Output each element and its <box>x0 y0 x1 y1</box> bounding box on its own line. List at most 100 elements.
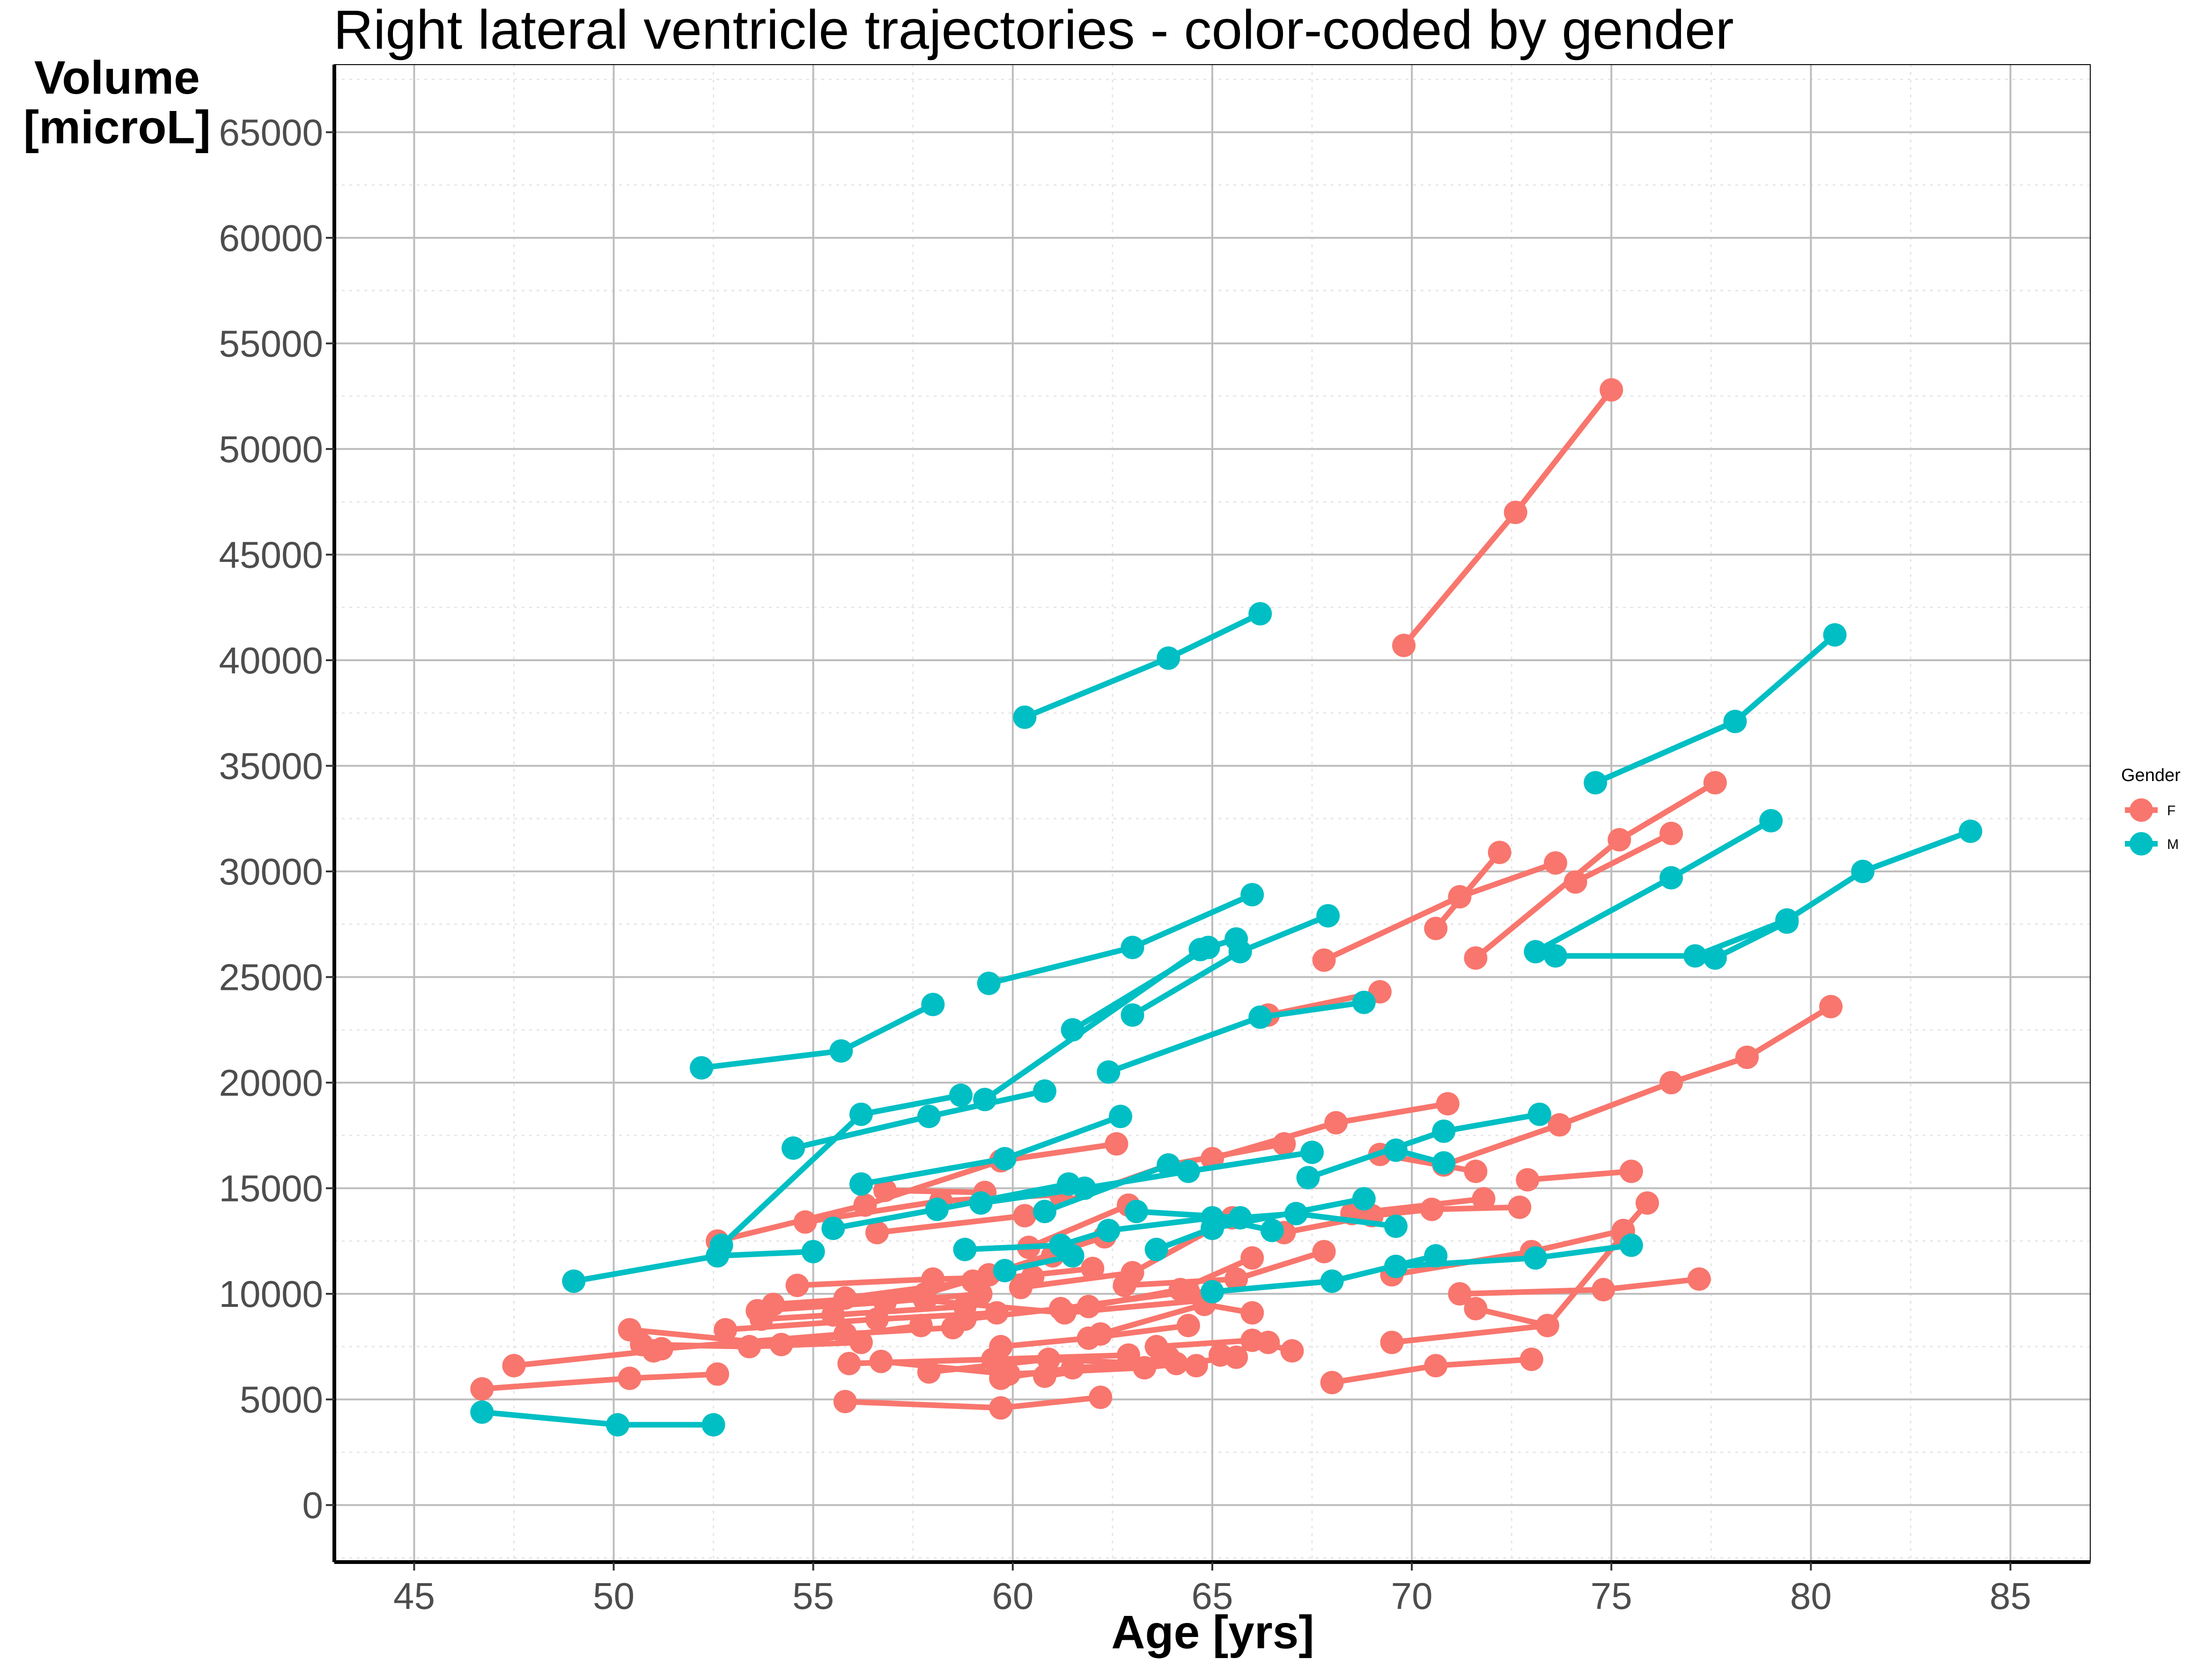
data-point-F <box>1033 1364 1057 1388</box>
data-point-M <box>1384 1254 1408 1278</box>
data-point-M <box>1316 904 1340 928</box>
data-point-F <box>1240 1301 1264 1325</box>
data-point-F <box>1392 634 1416 657</box>
data-point-M <box>849 1172 873 1196</box>
y-tick-label-25000: 25000 <box>219 957 323 998</box>
data-point-M <box>1959 819 1983 843</box>
x-tick-label-75: 75 <box>1591 1575 1632 1617</box>
data-point-M <box>1188 937 1212 961</box>
trajectory-line-F <box>1473 1305 1550 1328</box>
series-F-4 <box>1464 771 1727 970</box>
data-point-F <box>1472 1187 1496 1211</box>
data-point-F <box>1504 501 1527 524</box>
legend-label-M: M <box>2167 837 2179 852</box>
data-point-M <box>1584 771 1607 795</box>
data-point-F <box>989 1366 1013 1390</box>
data-point-F <box>1508 1195 1532 1219</box>
data-point-M <box>1723 709 1747 733</box>
series-F-39 <box>1089 1292 1264 1346</box>
series-M-63 <box>973 937 1212 1112</box>
y-tick-label-60000: 60000 <box>219 217 323 259</box>
data-point-M <box>1061 1244 1084 1268</box>
x-tick-label-70: 70 <box>1391 1575 1433 1617</box>
trajectory-line-F <box>1349 1196 1487 1217</box>
data-point-M <box>1320 1269 1344 1293</box>
tick-labels: 0 5000 10000 15000 20000 25000 30000 35000 40000… <box>219 111 2032 1617</box>
data-point-F <box>1516 1168 1540 1192</box>
data-point-M <box>849 1102 873 1126</box>
data-point-M <box>917 1105 941 1128</box>
data-point-M <box>1201 1217 1224 1240</box>
data-point-F <box>1184 1354 1208 1378</box>
x-tick-label-50: 50 <box>593 1575 634 1617</box>
data-point-M <box>1248 1005 1272 1029</box>
data-point-F <box>1105 1132 1128 1156</box>
data-point-F <box>913 1288 937 1312</box>
legend-label-F: F <box>2167 803 2175 818</box>
data-point-F <box>1703 771 1727 795</box>
y-tick-label-0: 0 <box>302 1484 324 1526</box>
series-M-54 <box>1703 910 1799 970</box>
data-point-M <box>1300 1140 1324 1164</box>
data-point-M <box>1527 1102 1551 1126</box>
legend-item-M: M <box>2125 832 2179 855</box>
trajectory-line-M <box>982 946 1203 1103</box>
data-point-F <box>1659 1071 1683 1095</box>
series-M-76 <box>470 1400 725 1437</box>
data-point-F <box>1735 1045 1759 1069</box>
series-M-72 <box>562 1239 825 1293</box>
series-M-70 <box>1296 1102 1551 1190</box>
y-tick-label-45000: 45000 <box>219 534 323 575</box>
data-point-F <box>1659 821 1683 845</box>
data-point-F <box>1448 1282 1472 1306</box>
data-point-M <box>562 1269 586 1293</box>
data-point-F <box>1013 1204 1037 1228</box>
major-gridlines <box>334 65 2090 1562</box>
trajectory-line-F <box>1433 849 1503 931</box>
series-M-51 <box>1584 623 1847 795</box>
series-M-69 <box>1144 1187 1376 1261</box>
data-point-M <box>701 1413 725 1437</box>
data-point-M <box>1384 1214 1408 1238</box>
legend-title: Gender <box>2121 766 2181 785</box>
chart-title: Right lateral ventricle trajectories - c… <box>333 0 1734 61</box>
data-point-F <box>1380 1330 1404 1354</box>
data-point-F <box>1535 1313 1559 1337</box>
data-point-F <box>1144 1335 1168 1358</box>
data-point-M <box>829 1039 853 1063</box>
data-point-F <box>989 1396 1013 1420</box>
data-point-F <box>833 1286 857 1310</box>
y-tick-label-5000: 5000 <box>240 1379 323 1421</box>
data-point-F <box>1424 916 1448 940</box>
y-tick-label-50000: 50000 <box>219 428 323 470</box>
data-point-M <box>993 1259 1017 1283</box>
series-F-22 <box>1320 1347 1543 1394</box>
series-M-59 <box>690 993 945 1080</box>
trajectory-line-M <box>1042 1162 1172 1215</box>
x-tick-label-45: 45 <box>393 1575 435 1617</box>
series-M-66 <box>1033 1153 1180 1224</box>
data-point-F <box>1488 841 1512 864</box>
series-M-57 <box>1121 904 1340 1027</box>
data-point-M <box>782 1136 805 1160</box>
data-point-M <box>969 1191 993 1215</box>
data-point-M <box>1125 1200 1149 1224</box>
series-F-19 <box>1448 1267 1711 1306</box>
data-point-M <box>1121 936 1144 959</box>
trajectory-line-F <box>1026 1202 1131 1250</box>
data-point-M <box>1121 1003 1144 1027</box>
series-M-55 <box>977 883 1264 995</box>
trajectory-line-F <box>511 1348 656 1369</box>
x-axis-label: Age [yrs] <box>1111 1606 1314 1659</box>
data-point-F <box>1081 1257 1105 1281</box>
data-point-M <box>1703 946 1727 970</box>
data-point-M <box>1384 1138 1408 1162</box>
data-point-F <box>833 1390 857 1414</box>
data-point-F <box>1312 1239 1336 1263</box>
data-point-M <box>949 1084 973 1107</box>
data-point-F <box>1209 1343 1232 1367</box>
data-point-F <box>1464 1159 1488 1183</box>
data-point-M <box>953 1238 977 1261</box>
